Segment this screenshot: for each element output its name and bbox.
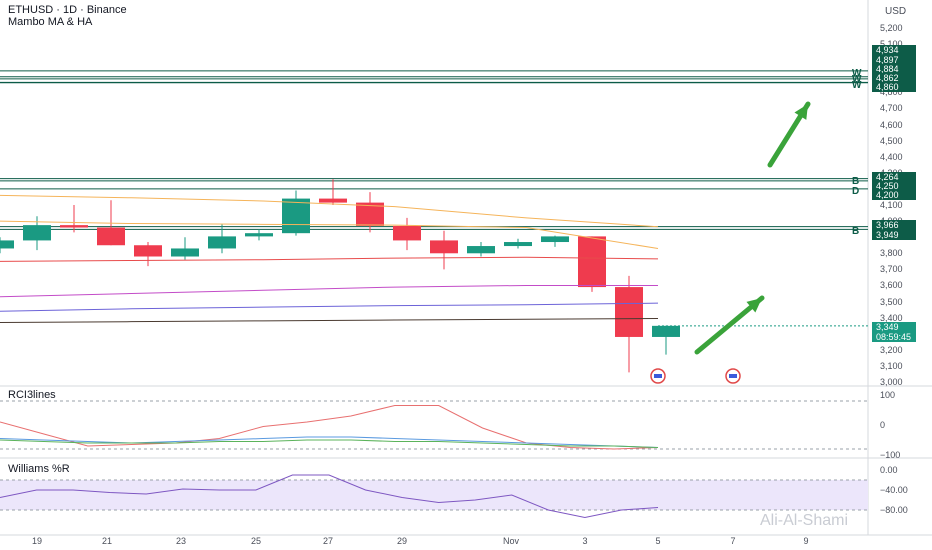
candle-body — [319, 198, 347, 203]
candle-body — [245, 233, 273, 237]
moving-average-line — [0, 302, 659, 312]
williams-pane-title: Williams %R — [8, 463, 70, 475]
level-price-tag: 3,949 — [872, 230, 916, 240]
time-axis-label[interactable]: 9 — [803, 536, 809, 546]
level-price-tag: 4,200 — [872, 190, 916, 200]
price-axis-label[interactable]: 3,200 — [880, 344, 903, 355]
rci-line — [0, 439, 659, 448]
level-price-tag: 4,862 — [872, 73, 916, 83]
price-axis-label[interactable]: 4,600 — [880, 119, 903, 130]
price-axis-label[interactable]: 4,800 — [880, 87, 903, 98]
williams-axis-label: −40.00 — [880, 485, 908, 495]
price-axis-label[interactable]: 4,100 — [880, 200, 903, 211]
moving-average-line — [0, 284, 658, 298]
moving-average-line — [0, 194, 659, 228]
rci-pane-title: RCI3lines — [8, 389, 56, 401]
time-axis-label[interactable]: 7 — [730, 536, 736, 546]
level-price-tag: 3,966 — [872, 220, 916, 230]
time-axis-label[interactable]: 5 — [655, 536, 661, 546]
moving-average-line — [0, 256, 659, 262]
price-axis-label[interactable]: 4,700 — [880, 103, 903, 114]
candle-body — [615, 287, 643, 337]
arrow-head — [746, 298, 762, 313]
event-flag-icon — [654, 374, 662, 378]
candle-body — [430, 240, 458, 254]
rci-band — [0, 395, 868, 455]
level-price-tag: 4,884 — [872, 64, 916, 74]
price-axis-label[interactable]: 3,700 — [880, 264, 903, 275]
williams-axis-label: 0.00 — [880, 465, 898, 475]
indicator-title[interactable]: Mambo MA & HA — [8, 16, 93, 28]
williams-line — [0, 474, 659, 519]
candle-body — [467, 246, 495, 254]
candle-body — [97, 227, 125, 246]
rci-axis-label: −100 — [880, 450, 901, 460]
price-axis-label[interactable]: 3,600 — [880, 280, 903, 291]
level-price-tag: 4,264 — [872, 172, 916, 182]
price-axis-label[interactable]: 5,200 — [880, 23, 903, 34]
price-axis-label[interactable]: 3,800 — [880, 248, 903, 259]
moving-average-line — [0, 220, 659, 249]
williams-axis-label: −80.00 — [880, 505, 908, 515]
rci-axis-label: 100 — [880, 390, 896, 400]
arrow-head — [794, 104, 808, 120]
price-axis-label[interactable]: 3,000 — [880, 377, 903, 387]
level-letter: W — [852, 80, 862, 91]
candle-body — [652, 325, 680, 337]
event-flag-icon — [729, 374, 737, 378]
current-price: 3,349 — [876, 322, 899, 332]
candle-body — [0, 240, 14, 249]
time-axis-label[interactable]: 25 — [250, 536, 261, 546]
time-axis-label[interactable]: 21 — [101, 536, 112, 546]
level-letter: B — [852, 176, 860, 187]
candle-body — [134, 245, 162, 257]
price-axis-label[interactable]: 4,400 — [880, 151, 903, 162]
price-axis-label[interactable]: 4,500 — [880, 135, 903, 146]
candle-body — [282, 198, 310, 234]
current-price-tag: 3,349 08:59:45 — [872, 322, 916, 342]
currency-label[interactable]: USD — [885, 6, 907, 17]
candle-body — [23, 225, 51, 241]
time-axis-label[interactable]: 19 — [31, 536, 42, 546]
level-letter: B — [852, 226, 860, 237]
rci-axis-label: 0 — [880, 420, 886, 430]
candle-body — [393, 225, 421, 241]
price-axis-label[interactable]: 3,400 — [880, 312, 903, 323]
candle-body — [60, 225, 88, 228]
time-axis-label[interactable]: 3 — [582, 536, 588, 546]
level-letter: W — [852, 68, 862, 79]
candle-body — [208, 236, 236, 249]
level-letter: W — [852, 74, 862, 85]
time-axis-label[interactable]: 27 — [322, 536, 333, 546]
time-axis-label[interactable]: Nov — [502, 536, 519, 546]
price-axis-label[interactable]: 3,100 — [880, 360, 903, 371]
williams-band — [0, 480, 868, 510]
level-price-tag: 4,934 — [872, 45, 916, 55]
time-axis-label[interactable]: 23 — [175, 536, 186, 546]
rci-line — [0, 436, 659, 448]
rci-line — [0, 405, 659, 450]
level-price-tag: 4,250 — [872, 181, 916, 191]
price-axis-label[interactable]: 3,500 — [880, 296, 903, 307]
candle-body — [504, 242, 532, 247]
candle-body — [578, 236, 606, 288]
level-letter: D — [852, 186, 860, 197]
countdown: 08:59:45 — [876, 332, 912, 342]
price-axis-label[interactable]: 5,100 — [880, 39, 903, 49]
moving-average-line — [0, 317, 659, 323]
author-watermark: Ali-Al-Shami — [760, 512, 849, 529]
candle-body — [541, 236, 569, 243]
time-axis-label[interactable]: 29 — [396, 536, 407, 546]
level-price-tag: 4,860 — [872, 82, 916, 92]
symbol-title[interactable]: ETHUSD · 1D · Binance — [8, 4, 127, 16]
candle-body — [356, 202, 384, 226]
candle-body — [171, 248, 199, 257]
level-price-tag: 4,897 — [872, 55, 916, 65]
